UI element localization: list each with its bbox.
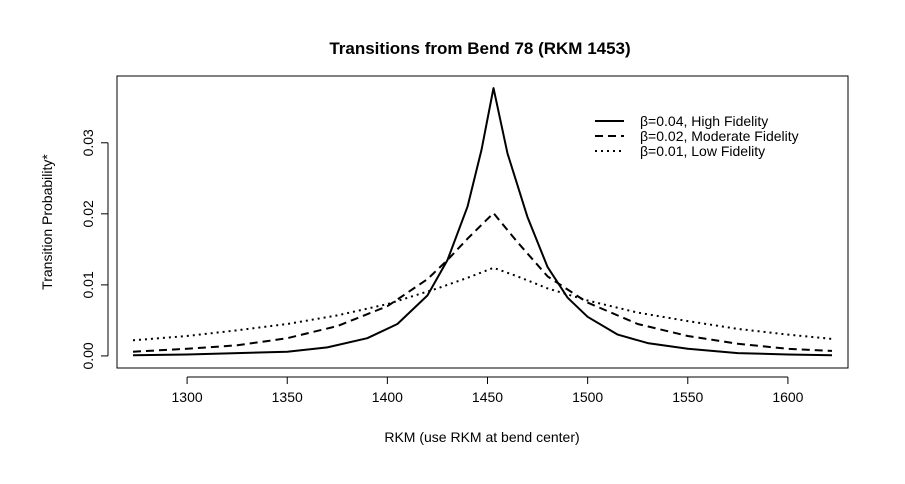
legend-label: β=0.02, Moderate Fidelity bbox=[640, 128, 799, 144]
legend-label: β=0.04, High Fidelity bbox=[640, 113, 768, 129]
y-tick-label: 0.03 bbox=[80, 129, 96, 156]
series-line-solid bbox=[132, 87, 833, 357]
x-axis: 1300 1350 1400 1450 1500 1550 1600 bbox=[172, 376, 804, 405]
x-tick-label: 1450 bbox=[472, 389, 503, 405]
x-tick-label: 1400 bbox=[372, 389, 403, 405]
x-tick-label: 1300 bbox=[172, 389, 203, 405]
chart-title: Transitions from Bend 78 (RKM 1453) bbox=[329, 39, 630, 58]
x-axis-label: RKM (use RKM at bend center) bbox=[384, 429, 579, 445]
y-tick-label: 0.02 bbox=[80, 200, 96, 227]
legend-label: β=0.01, Low Fidelity bbox=[640, 143, 765, 159]
x-tick-label: 1600 bbox=[772, 389, 803, 405]
x-tick-label: 1550 bbox=[672, 389, 703, 405]
plot-frame bbox=[116, 75, 849, 369]
y-tick-label: 0.01 bbox=[80, 271, 96, 298]
series-line-dashed bbox=[132, 212, 833, 353]
y-tick-label: 0.00 bbox=[80, 342, 96, 369]
x-tick-label: 1500 bbox=[572, 389, 603, 405]
series-layer bbox=[132, 87, 833, 357]
x-tick-label: 1350 bbox=[272, 389, 303, 405]
y-axis-label: Transition Probability* bbox=[39, 154, 55, 290]
series-line-dotted bbox=[132, 266, 833, 342]
y-axis: 0.00 0.01 0.02 0.03 bbox=[80, 129, 109, 370]
